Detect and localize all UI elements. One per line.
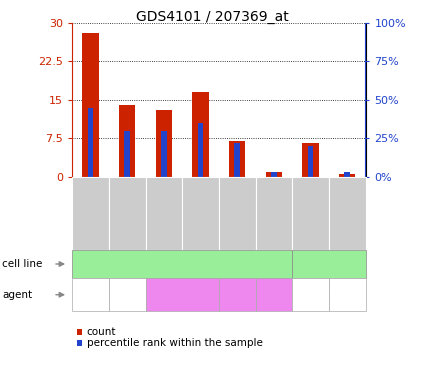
Bar xyxy=(344,172,350,177)
Text: GDS4101 / 207369_at: GDS4101 / 207369_at xyxy=(136,10,289,23)
Text: GSM377678: GSM377678 xyxy=(196,185,205,241)
Bar xyxy=(82,33,99,177)
Text: GSM377672: GSM377672 xyxy=(86,186,95,240)
Text: GSM377673: GSM377673 xyxy=(343,185,351,241)
Text: GSM377671: GSM377671 xyxy=(123,185,132,241)
Bar xyxy=(235,143,240,177)
Text: GSM377676: GSM377676 xyxy=(233,185,242,241)
Bar xyxy=(266,172,282,177)
Text: GSM377674: GSM377674 xyxy=(306,186,315,240)
Bar xyxy=(302,143,319,177)
Text: GSM377675: GSM377675 xyxy=(269,185,278,241)
Bar xyxy=(308,146,313,177)
Text: HT29, colon-derived: HT29, colon-derived xyxy=(122,258,242,270)
Bar xyxy=(125,131,130,177)
Text: no treatm
ent: no treatm ent xyxy=(329,288,365,301)
Text: anti-CD2
4 shRNA
vector: anti-CD2 4 shRNA vector xyxy=(221,285,253,305)
Bar xyxy=(119,105,136,177)
Bar xyxy=(156,110,172,177)
Bar xyxy=(271,172,277,177)
Bar xyxy=(161,131,167,177)
Text: count: count xyxy=(87,327,116,337)
Text: 2 anti-CD24
shRNA vectors: 2 anti-CD24 shRNA vectors xyxy=(156,288,209,301)
Text: no treatm
ent: no treatm ent xyxy=(109,288,145,301)
Bar xyxy=(229,141,246,177)
Bar xyxy=(88,108,94,177)
Text: cell line: cell line xyxy=(2,259,42,269)
Bar xyxy=(339,174,355,177)
Bar xyxy=(198,123,203,177)
Text: Colo357,
pancreas-derived: Colo357, pancreas-derived xyxy=(294,254,364,274)
Text: agent: agent xyxy=(2,290,32,300)
Text: control
shRNA: control shRNA xyxy=(261,288,286,301)
Text: percentile rank within the sample: percentile rank within the sample xyxy=(87,338,263,348)
Text: anti-CD2
4 mAb: anti-CD2 4 mAb xyxy=(75,288,106,301)
Text: anti-CD2
4 mAb: anti-CD2 4 mAb xyxy=(295,288,326,301)
Text: GSM377677: GSM377677 xyxy=(159,185,168,241)
Bar xyxy=(192,92,209,177)
